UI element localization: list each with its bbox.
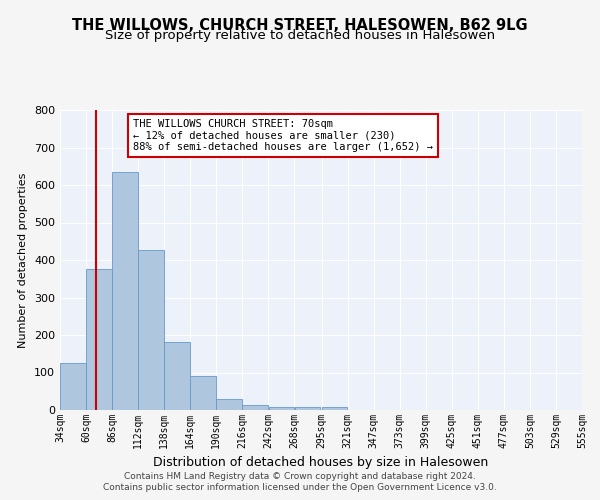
Bar xyxy=(295,407,320,410)
Text: THE WILLOWS CHURCH STREET: 70sqm
← 12% of detached houses are smaller (230)
88% : THE WILLOWS CHURCH STREET: 70sqm ← 12% o… xyxy=(133,119,433,152)
Text: THE WILLOWS, CHURCH STREET, HALESOWEN, B62 9LG: THE WILLOWS, CHURCH STREET, HALESOWEN, B… xyxy=(72,18,528,32)
Bar xyxy=(86,270,112,410)
X-axis label: Distribution of detached houses by size in Halesowen: Distribution of detached houses by size … xyxy=(154,456,488,469)
Bar xyxy=(217,399,242,410)
Bar xyxy=(139,250,164,410)
Bar xyxy=(164,342,190,410)
Bar xyxy=(60,363,86,410)
Text: Size of property relative to detached houses in Halesowen: Size of property relative to detached ho… xyxy=(105,29,495,42)
Bar xyxy=(242,405,268,410)
Bar xyxy=(322,407,347,410)
Bar xyxy=(269,407,294,410)
Text: Contains public sector information licensed under the Open Government Licence v3: Contains public sector information licen… xyxy=(103,484,497,492)
Bar xyxy=(190,376,216,410)
Y-axis label: Number of detached properties: Number of detached properties xyxy=(19,172,28,348)
Text: Contains HM Land Registry data © Crown copyright and database right 2024.: Contains HM Land Registry data © Crown c… xyxy=(124,472,476,481)
Bar xyxy=(112,172,138,410)
